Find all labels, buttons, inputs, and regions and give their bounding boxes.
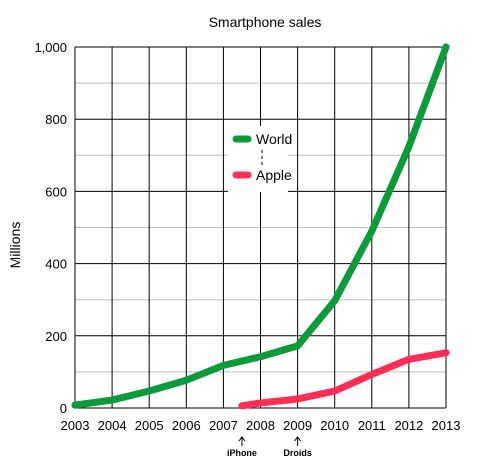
legend-label-apple: Apple <box>256 167 292 183</box>
data-point-world <box>257 353 264 361</box>
data-point-apple <box>257 399 264 407</box>
legend: World Apple <box>228 126 292 192</box>
data-point-world <box>71 401 79 409</box>
data-point-world <box>368 227 376 235</box>
x-tick-label: 2013 <box>432 418 461 433</box>
data-point-world <box>182 376 190 384</box>
y-tick-label: 200 <box>45 329 67 344</box>
x-tick-label: 2011 <box>358 418 386 433</box>
legend-label-world: World <box>256 131 292 147</box>
x-tick-label: 2009 <box>283 418 312 433</box>
annotation-label: iPhone <box>227 448 257 458</box>
data-point-world <box>145 387 153 395</box>
data-point-apple <box>405 355 413 363</box>
series-line-apple <box>238 349 450 410</box>
axis-layer: 0 200 400 600 800 1,000 2003 2004 2005 2006 2007 20… <box>34 40 460 433</box>
x-tick-label: 2005 <box>135 418 164 433</box>
data-point-apple <box>368 370 376 378</box>
chart-title: Smartphone sales <box>209 14 322 30</box>
data-point-world <box>331 297 339 305</box>
data-point-apple <box>442 349 450 357</box>
series-layer <box>71 43 450 410</box>
x-tick-label: 2007 <box>209 418 238 433</box>
y-tick-label: 1,000 <box>34 40 67 55</box>
data-point-world <box>294 342 302 350</box>
x-tick-label: 2004 <box>98 418 127 433</box>
data-point-apple <box>238 402 246 410</box>
data-point-world <box>405 143 413 151</box>
y-tick-label: 800 <box>45 112 67 127</box>
y-tick-label: 600 <box>45 184 67 199</box>
y-tick-label: 400 <box>45 257 67 272</box>
y-axis-label: Millions <box>7 222 23 269</box>
data-point-world <box>108 396 116 404</box>
x-tick-label: 2008 <box>246 418 275 433</box>
data-point-world <box>219 361 227 369</box>
data-point-world <box>442 43 450 51</box>
data-point-apple <box>331 387 339 395</box>
x-tick-label: 2006 <box>172 418 201 433</box>
x-tick-label: 2003 <box>61 418 90 433</box>
x-tick-label: 2012 <box>394 418 423 433</box>
annotation-layer: iPhone Droids <box>227 436 312 458</box>
annotation-arrowhead-icon <box>294 436 302 442</box>
data-point-apple <box>294 395 302 403</box>
x-tick-label: 2010 <box>320 418 349 433</box>
y-tick-label: 0 <box>60 401 67 416</box>
annotation-arrowhead-icon <box>238 436 246 442</box>
annotation-label: Droids <box>283 448 312 458</box>
grid <box>74 46 447 409</box>
